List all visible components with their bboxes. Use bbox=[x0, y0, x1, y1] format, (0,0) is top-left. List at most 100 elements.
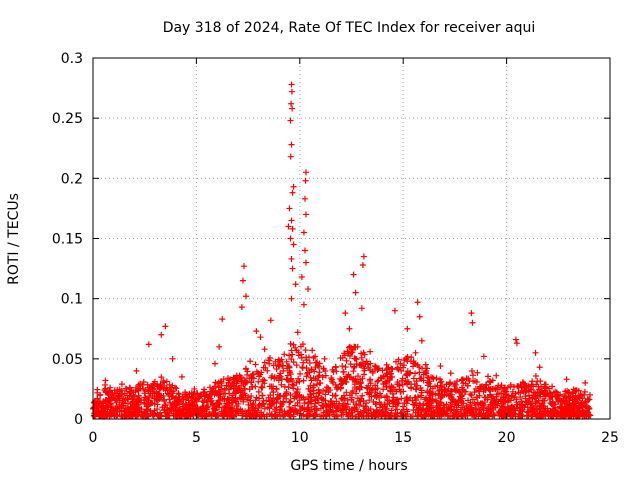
data-point bbox=[360, 398, 367, 405]
data-point bbox=[229, 392, 236, 399]
data-point bbox=[315, 399, 322, 406]
data-point bbox=[485, 373, 492, 380]
data-point bbox=[487, 401, 494, 408]
data-point bbox=[286, 205, 293, 212]
data-point bbox=[325, 401, 332, 408]
data-point bbox=[133, 396, 140, 403]
data-point bbox=[243, 293, 250, 300]
data-point bbox=[349, 412, 356, 419]
data-point bbox=[339, 363, 346, 370]
data-point bbox=[257, 334, 264, 341]
y-tick-label: 0.15 bbox=[52, 232, 83, 248]
data-point bbox=[252, 413, 259, 420]
data-point bbox=[411, 401, 418, 408]
data-point bbox=[359, 261, 366, 268]
data-point bbox=[337, 375, 344, 382]
data-point bbox=[581, 391, 588, 398]
data-point bbox=[519, 402, 526, 409]
data-point bbox=[287, 376, 294, 383]
data-point bbox=[412, 394, 419, 401]
data-point bbox=[537, 390, 544, 397]
data-point bbox=[300, 229, 307, 236]
data-point bbox=[384, 397, 391, 404]
data-point bbox=[190, 411, 197, 418]
data-point bbox=[301, 396, 308, 403]
data-point bbox=[302, 177, 309, 184]
data-point bbox=[420, 406, 427, 413]
data-point bbox=[272, 411, 279, 418]
data-point bbox=[536, 364, 543, 371]
data-point bbox=[419, 365, 426, 372]
data-point bbox=[267, 401, 274, 408]
data-point bbox=[289, 105, 296, 112]
data-point bbox=[482, 413, 489, 420]
data-point bbox=[217, 394, 224, 401]
data-point bbox=[352, 355, 359, 362]
data-point bbox=[412, 409, 419, 416]
data-point bbox=[230, 382, 237, 389]
data-point bbox=[147, 407, 154, 414]
data-point bbox=[202, 392, 209, 399]
data-point bbox=[161, 396, 168, 403]
x-tick-label: 15 bbox=[394, 430, 412, 446]
data-point bbox=[300, 377, 307, 384]
data-point bbox=[478, 384, 485, 391]
data-point bbox=[367, 348, 374, 355]
plot-frame bbox=[92, 57, 611, 420]
data-point bbox=[383, 384, 390, 391]
data-point bbox=[506, 397, 513, 404]
data-point bbox=[162, 323, 169, 330]
data-point bbox=[158, 374, 165, 381]
data-point bbox=[427, 411, 434, 418]
data-point bbox=[447, 413, 454, 420]
data-point bbox=[378, 375, 385, 382]
data-point bbox=[360, 403, 367, 410]
data-point bbox=[423, 370, 430, 377]
data-point bbox=[255, 388, 262, 395]
data-point bbox=[513, 340, 520, 347]
data-point bbox=[486, 412, 493, 419]
data-point bbox=[353, 386, 360, 393]
data-point bbox=[312, 375, 319, 382]
data-point bbox=[144, 410, 151, 417]
y-tick-label: 0.3 bbox=[61, 51, 83, 67]
data-point bbox=[412, 349, 419, 356]
data-point bbox=[165, 391, 172, 398]
data-point bbox=[403, 397, 410, 404]
data-point bbox=[318, 394, 325, 401]
data-point bbox=[238, 304, 245, 311]
data-point bbox=[233, 372, 240, 379]
data-point bbox=[226, 409, 233, 416]
data-point bbox=[363, 384, 370, 391]
data-point bbox=[113, 390, 120, 397]
data-point bbox=[319, 374, 326, 381]
data-point bbox=[274, 396, 281, 403]
data-point bbox=[478, 400, 485, 407]
data-point bbox=[348, 394, 355, 401]
data-point bbox=[301, 195, 308, 202]
data-point bbox=[532, 402, 539, 409]
data-point bbox=[416, 313, 423, 320]
data-point bbox=[166, 381, 173, 388]
data-point bbox=[474, 399, 481, 406]
data-point bbox=[448, 399, 455, 406]
data-point bbox=[173, 404, 180, 411]
data-point bbox=[306, 360, 313, 367]
data-point bbox=[211, 391, 218, 398]
x-tick-label: 0 bbox=[89, 430, 98, 446]
data-point bbox=[232, 395, 239, 402]
data-point bbox=[173, 385, 180, 392]
data-point bbox=[326, 412, 333, 419]
data-point bbox=[348, 407, 355, 414]
data-point bbox=[240, 263, 247, 270]
data-point bbox=[509, 388, 516, 395]
data-point bbox=[325, 385, 332, 392]
data-point bbox=[172, 412, 179, 419]
data-point bbox=[162, 401, 169, 408]
data-point bbox=[473, 405, 480, 412]
data-point bbox=[507, 412, 514, 419]
data-point bbox=[212, 379, 219, 386]
data-point bbox=[384, 378, 391, 385]
data-point bbox=[312, 396, 319, 403]
